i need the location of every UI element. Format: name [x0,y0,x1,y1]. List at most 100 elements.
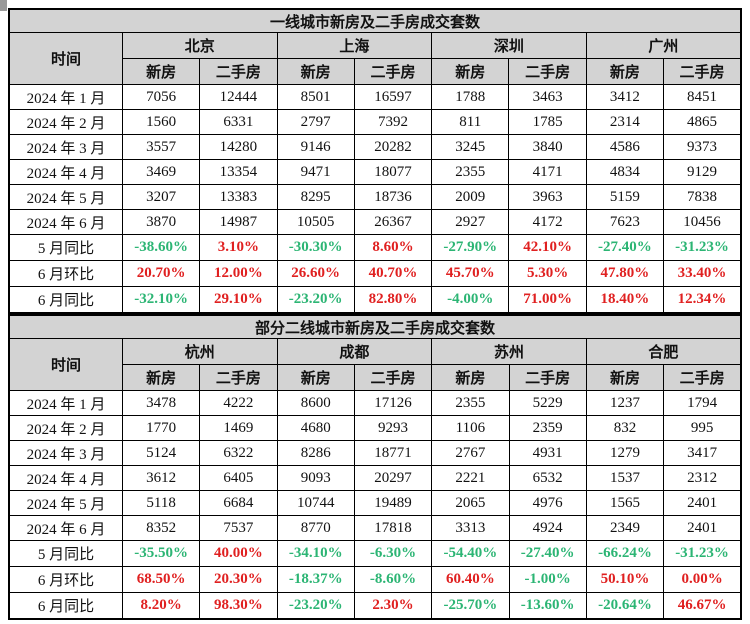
value-cell: 2401 [663,490,742,516]
table-row: 2024 年 1 月 7056 12444 8501 16597 1788 3463 3412… [8,84,742,110]
pct-value-cell: 98.30% [199,592,278,620]
table-title: 一线城市新房及二手房成交套数 [8,8,742,33]
value-cell: 6331 [199,109,278,135]
second-hand-header-cell: 二手房 [663,364,742,391]
time-cell: 2024 年 5 月 [8,490,123,516]
value-cell: 1565 [585,490,665,516]
time-cell: 2024 年 1 月 [8,84,123,110]
table-row: 2024 年 2 月 1770 1469 4680 9293 1106 2359 832 995 [8,415,742,441]
pct-value-cell: 2.30% [353,592,433,620]
value-cell: 16597 [353,84,433,110]
value-cell: 1770 [121,415,201,441]
pct-value-cell: -35.50% [121,540,201,567]
percentage-row: 6 月同比 -32.10% 29.10% -23.20% 82.80% -4.00% 71.… [8,286,742,314]
pct-value-cell: -30.30% [276,234,355,261]
value-cell: 3417 [663,440,742,466]
value-cell: 4976 [508,490,587,516]
value-cell: 4931 [508,440,587,466]
new-home-header-cell: 新房 [276,58,355,85]
value-cell: 2312 [663,465,742,491]
value-cell: 6322 [199,440,278,466]
value-cell: 20297 [353,465,433,491]
second-hand-header-cell: 二手房 [353,58,433,85]
pct-value-cell: 12.00% [199,260,278,287]
value-cell: 6532 [508,465,587,491]
value-cell: 3963 [508,184,587,210]
new-home-header-cell: 新房 [121,58,201,85]
pct-value-cell: 29.10% [199,286,278,314]
pct-row-label-cell: 6 月同比 [8,286,123,314]
percentage-row: 6 月环比 68.50% 20.30% -18.37% -8.60% 60.40% -1.0… [8,566,742,593]
first-tier-cities-table: 一线城市新房及二手房成交套数 时间 北京 上海 深圳 广州 新房 二手房 新房 二手房 新房 二手房新… [8,8,742,314]
pct-row-label-cell: 5 月同比 [8,234,123,261]
percentage-row: 6 月环比 20.70% 12.00% 26.60% 40.70% 45.70% 5.30%… [8,260,742,287]
value-cell: 3313 [431,515,510,541]
pct-value-cell: 42.10% [508,234,587,261]
value-cell: 3469 [121,159,201,185]
value-cell: 17126 [353,390,433,416]
pct-value-cell: 20.30% [199,566,278,593]
pct-value-cell: -38.60% [121,234,201,261]
value-cell: 1106 [431,415,510,441]
value-cell: 12444 [199,84,278,110]
new-home-header-cell: 新房 [585,58,665,85]
value-cell: 995 [663,415,742,441]
time-header-cell: 时间 [8,32,123,85]
pct-value-cell: 20.70% [121,260,201,287]
pct-value-cell: 3.10% [199,234,278,261]
pct-value-cell: -32.10% [121,286,201,314]
value-cell: 7838 [663,184,742,210]
second-tier-cities-table: 部分二线城市新房及二手房成交套数 时间 杭州 成都 苏州 合肥 新房 二手房 新房 二手房 新房 二手… [8,314,742,620]
percentage-row: 5 月同比 -35.50% 40.00% -34.10% -6.30% -54.40% -2… [8,540,742,567]
pct-value-cell: -25.70% [431,592,510,620]
table-row: 2024 年 3 月 3557 14280 9146 20282 3245 3840 4586… [8,134,742,160]
value-cell: 1279 [585,440,665,466]
pct-value-cell: 45.70% [431,260,510,287]
value-cell: 3612 [121,465,201,491]
value-cell: 18771 [353,440,433,466]
value-cell: 2349 [585,515,665,541]
value-cell: 17818 [353,515,433,541]
pct-value-cell: 0.00% [663,566,742,593]
percentage-row: 5 月同比 -38.60% 3.10% -30.30% 8.60% -27.90% 42.1… [8,234,742,261]
pct-value-cell: 40.70% [353,260,433,287]
value-cell: 10456 [663,209,742,235]
value-cell: 9129 [663,159,742,185]
time-cell: 2024 年 1 月 [8,390,123,416]
city-header-cell: 苏州 [431,338,587,365]
table-row: 2024 年 6 月 8352 7537 8770 17818 3313 4924 2349 2… [8,515,742,541]
value-cell: 1560 [121,109,201,135]
value-cell: 7537 [199,515,278,541]
pct-value-cell: -27.40% [585,234,665,261]
value-cell: 8600 [276,390,355,416]
pct-row-label-cell: 6 月环比 [8,260,123,287]
value-cell: 1794 [663,390,742,416]
value-cell: 2797 [276,109,355,135]
value-cell: 5124 [121,440,201,466]
pct-value-cell: -27.90% [431,234,510,261]
value-cell: 5118 [121,490,201,516]
city-header-cell: 上海 [276,32,433,59]
value-cell: 2314 [585,109,665,135]
value-cell: 3870 [121,209,201,235]
percentage-row: 6 月同比 8.20% 98.30% -23.20% 2.30% -25.70% -13.6… [8,592,742,620]
value-cell: 2767 [431,440,510,466]
pct-value-cell: 33.40% [663,260,742,287]
value-cell: 9471 [276,159,355,185]
table-row: 2024 年 5 月 5118 6684 10744 19489 2065 4976 1565… [8,490,742,516]
value-cell: 8286 [276,440,355,466]
value-cell: 2927 [431,209,510,235]
table-row: 2024 年 2 月 1560 6331 2797 7392 811 1785 2314 486… [8,109,742,135]
pct-value-cell: -8.60% [353,566,433,593]
value-cell: 2221 [431,465,510,491]
city-header-cell: 北京 [121,32,278,59]
value-cell: 9093 [276,465,355,491]
pct-value-cell: -54.40% [431,540,510,567]
value-cell: 20282 [353,134,433,160]
time-cell: 2024 年 6 月 [8,515,123,541]
time-header-cell: 时间 [8,338,123,391]
city-header-cell: 成都 [276,338,433,365]
pct-value-cell: -18.37% [276,566,355,593]
new-home-header-cell: 新房 [121,364,201,391]
